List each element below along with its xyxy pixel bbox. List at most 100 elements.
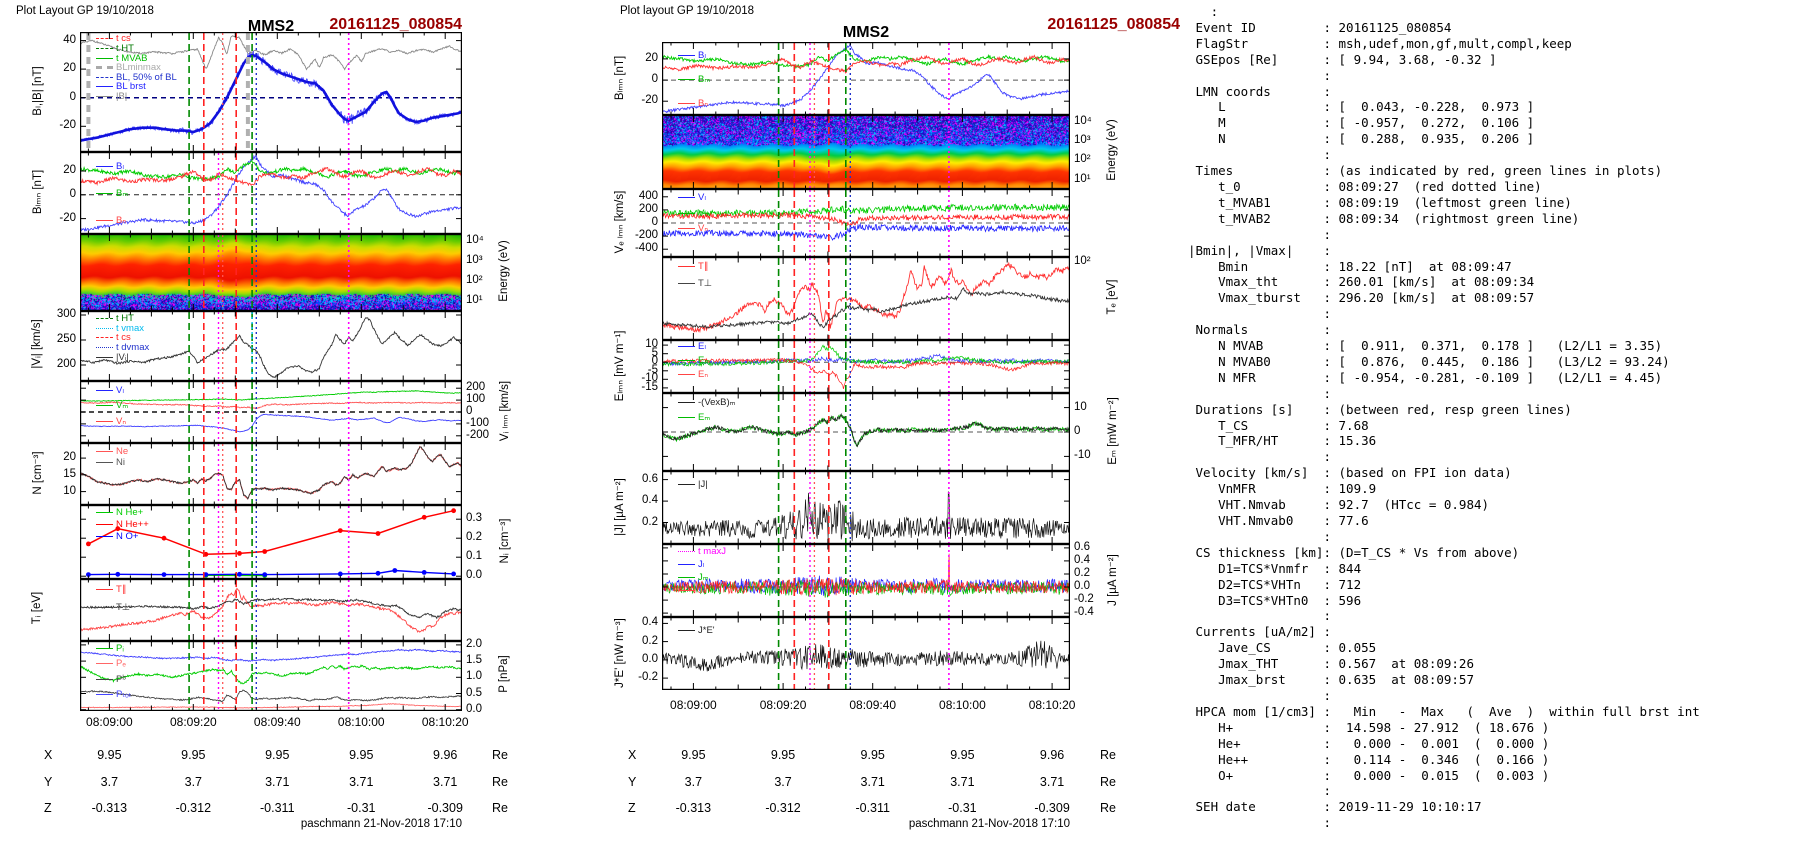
y-tick-label: 0 bbox=[651, 73, 658, 86]
footer-credit-mid: paschmann 21-Nov-2018 17:10 bbox=[908, 818, 1070, 830]
legend-line-sample bbox=[96, 606, 113, 608]
legend-item: Jₙ bbox=[678, 586, 707, 596]
y-tick-label: -20 bbox=[59, 211, 76, 224]
time-tick-label: 08:10:00 bbox=[337, 715, 385, 729]
legend-line-sample bbox=[96, 192, 113, 194]
legend-item: Bₙ bbox=[678, 98, 708, 109]
legend-item: Eₘ bbox=[678, 355, 710, 366]
legend-line-sample bbox=[678, 629, 695, 631]
y-tick-label: 10 bbox=[1074, 400, 1087, 413]
y-tick-label: -10 bbox=[641, 372, 658, 385]
y-tick-label: 0.3 bbox=[466, 512, 482, 525]
legend-item: Bₘ bbox=[678, 74, 710, 85]
y-tick-label: 20 bbox=[63, 62, 76, 75]
legend-line-sample bbox=[678, 78, 695, 80]
legend-line-sample bbox=[96, 219, 113, 221]
time-tick-label: 08:09:00 bbox=[670, 698, 717, 712]
y-axis-label: Bₗₘₙ [nT] bbox=[32, 169, 44, 215]
legend-item: J*E' bbox=[678, 625, 715, 636]
position-value: -0.31 bbox=[948, 801, 977, 815]
legend-line-sample bbox=[678, 282, 695, 284]
position-value: -0.312 bbox=[175, 801, 212, 815]
time-tick-label: 08:10:20 bbox=[1028, 698, 1076, 712]
position-row-label: Z bbox=[628, 801, 636, 815]
y-tick-label: 0.5 bbox=[466, 686, 482, 699]
legend-line-sample bbox=[96, 589, 113, 591]
y-tick-label: 0.2 bbox=[466, 531, 482, 544]
y-axis-label: |J| [µA m⁻²] bbox=[614, 477, 626, 536]
legend-line-sample bbox=[96, 693, 113, 695]
position-value: 3.7 bbox=[100, 775, 119, 789]
position-unit: Re bbox=[1100, 748, 1116, 762]
y-axis-label: Tᵢ [eV] bbox=[31, 591, 43, 625]
legend-item: N He++ bbox=[96, 519, 149, 530]
legend-line-sample bbox=[678, 550, 695, 552]
legend-label: Jₙ bbox=[698, 585, 707, 597]
legend-line-sample bbox=[96, 66, 113, 70]
position-unit: Re bbox=[1100, 775, 1116, 789]
legend-line-sample bbox=[96, 389, 113, 391]
time-tick-label: 08:10:20 bbox=[421, 715, 469, 729]
y-tick-label: 200 bbox=[56, 358, 76, 370]
time-tick-label: 08:09:00 bbox=[86, 715, 133, 729]
y-tick-label: 10² bbox=[1074, 153, 1091, 166]
legend-label: t HT bbox=[116, 43, 134, 54]
legend-item: Vₙ bbox=[96, 415, 127, 427]
legend-item: t HT bbox=[96, 313, 134, 324]
position-unit: Re bbox=[492, 748, 508, 762]
legend-line-sample bbox=[678, 417, 695, 419]
y-axis-label: Eₗₘₙ [mV m⁻¹] bbox=[614, 330, 626, 401]
legend-item: BL, 50% of BL bbox=[96, 72, 177, 83]
legend-item: N O+ bbox=[96, 531, 138, 542]
y-axis-label: Nᵢ [cm⁻³] bbox=[499, 518, 511, 564]
y-tick-label: 0 bbox=[69, 187, 76, 200]
legend-label: T∥ bbox=[116, 584, 127, 596]
legend-label: Vₗ bbox=[116, 384, 124, 396]
info-text: : Event ID : 20161125_080854 FlagStr : m… bbox=[1188, 4, 1700, 831]
legend-line-sample bbox=[678, 265, 695, 267]
time-tick-label: 08:09:40 bbox=[253, 715, 301, 729]
legend-item: t maxJ bbox=[678, 546, 726, 557]
legend-label: Vₘ bbox=[698, 208, 711, 220]
y-tick-label: 0.2 bbox=[642, 515, 658, 528]
y-tick-label: -20 bbox=[641, 94, 658, 107]
y-tick-label: 1.5 bbox=[466, 654, 482, 667]
legend-line-sample bbox=[96, 356, 113, 358]
legend-label: Vₘ bbox=[116, 400, 129, 412]
legend-line-sample bbox=[96, 347, 113, 349]
legend-label: t cs bbox=[116, 332, 131, 344]
legend-label: Bₙ bbox=[116, 214, 127, 226]
position-row-label: Y bbox=[44, 775, 53, 789]
y-axis-label: Bₗₘₙ [nT] bbox=[614, 55, 626, 100]
time-tick-label: 08:09:40 bbox=[849, 698, 897, 712]
legend-item: t dvmax bbox=[96, 343, 149, 353]
position-value: -0.309 bbox=[1034, 801, 1070, 815]
legend-line-sample bbox=[678, 54, 695, 56]
legend-label: Pᵢ bbox=[116, 642, 124, 654]
legend-line-sample bbox=[678, 359, 695, 361]
legend-label: Vₙ bbox=[116, 415, 127, 427]
legend-label: -(VexB)ₘ bbox=[698, 396, 736, 408]
y-tick-label: -200 bbox=[634, 229, 658, 242]
y-tick-label: 10¹ bbox=[1074, 172, 1091, 185]
legend-label: |J| bbox=[698, 478, 708, 490]
layout-label-mid: Plot layout GP 19/10/2018 bbox=[620, 5, 755, 17]
position-value: -0.31 bbox=[347, 801, 376, 815]
y-tick-label: -0.2 bbox=[1074, 593, 1094, 606]
position-value: 9.95 bbox=[681, 748, 706, 762]
legend-label: Pₑ bbox=[116, 658, 126, 670]
legend-item: BL brst bbox=[96, 82, 146, 92]
y-tick-label: 10 bbox=[645, 338, 658, 351]
legend-label: Bₘ bbox=[116, 187, 129, 199]
y-tick-label: 1.0 bbox=[466, 670, 482, 683]
legend-label: Jₗ bbox=[698, 559, 705, 571]
position-row-label: X bbox=[44, 748, 53, 762]
legend-item: t cs bbox=[96, 34, 131, 44]
y-tick-label: 20 bbox=[63, 451, 76, 464]
y-axis-label: Tₑ [eV] bbox=[1106, 279, 1118, 314]
legend-label: Jₘ bbox=[698, 572, 709, 584]
legend-item: T⊥ bbox=[96, 602, 130, 613]
y-tick-label: 0.4 bbox=[1074, 553, 1090, 566]
legend-line-sample bbox=[96, 511, 113, 513]
